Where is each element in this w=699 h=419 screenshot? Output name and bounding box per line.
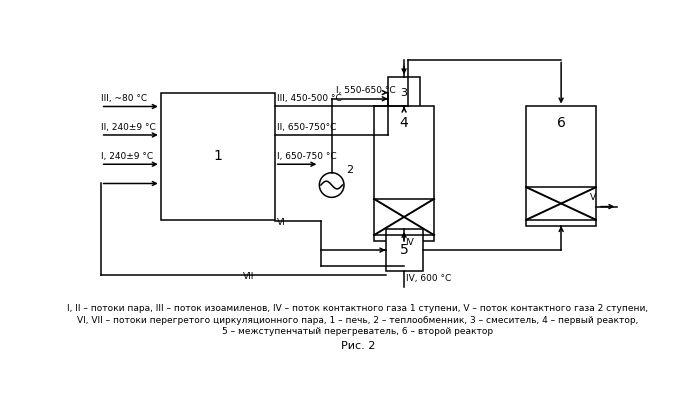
Text: 3: 3 xyxy=(401,88,408,98)
Text: III, 450-500 °C: III, 450-500 °C xyxy=(277,94,342,103)
Text: Рис. 2: Рис. 2 xyxy=(340,341,375,352)
Text: 1: 1 xyxy=(213,149,222,163)
Text: III, ~80 °C: III, ~80 °C xyxy=(101,94,147,103)
Text: 6: 6 xyxy=(556,116,565,130)
Text: I, 240±9 °C: I, 240±9 °C xyxy=(101,152,154,161)
Text: I, 550-650 °C: I, 550-650 °C xyxy=(336,86,395,96)
Text: IV: IV xyxy=(405,238,415,247)
Text: VI, VII – потоки перегретого циркуляционного пара, 1 – печь, 2 – теплообменник, : VI, VII – потоки перегретого циркуляцион… xyxy=(77,316,639,325)
Text: I, 650-750 °C: I, 650-750 °C xyxy=(277,152,337,161)
Text: I, II – потоки пара, III – поток изоамиленов, IV – поток контактного газа 1 ступ: I, II – потоки пара, III – поток изоамил… xyxy=(67,304,649,313)
Text: 5 – межступенчатый перегреватель, 6 – второй реактор: 5 – межступенчатый перегреватель, 6 – вт… xyxy=(222,328,493,336)
Text: II, 240±9 °C: II, 240±9 °C xyxy=(101,123,156,132)
Text: VII: VII xyxy=(243,272,254,281)
Bar xyxy=(161,93,275,220)
Text: 4: 4 xyxy=(400,116,408,130)
Text: V: V xyxy=(590,194,596,202)
Bar xyxy=(386,229,422,271)
Bar xyxy=(374,106,434,241)
Text: 2: 2 xyxy=(346,166,354,176)
Text: VI: VI xyxy=(277,218,286,227)
Text: II, 650-750°C: II, 650-750°C xyxy=(277,123,336,132)
Text: 5: 5 xyxy=(400,243,408,257)
Bar xyxy=(388,77,420,108)
Text: IV, 600 °C: IV, 600 °C xyxy=(405,274,451,282)
Bar xyxy=(526,106,596,226)
